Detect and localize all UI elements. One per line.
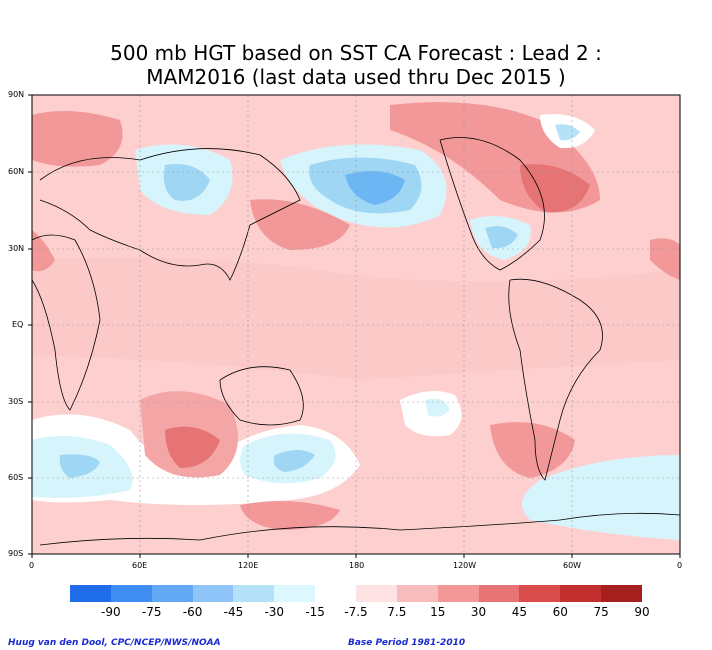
colorbar-label: 90 bbox=[634, 605, 650, 619]
colorbar-swatch bbox=[274, 585, 316, 602]
lat-label-60s: 60S bbox=[8, 473, 24, 482]
lat-label-30s: 30S bbox=[8, 397, 24, 406]
axis-ticks bbox=[28, 94, 681, 558]
greenland-blue bbox=[555, 124, 580, 141]
colorbar-label: -30 bbox=[264, 605, 285, 619]
canada-positive-core bbox=[520, 164, 590, 213]
asia-blue-core bbox=[163, 164, 210, 201]
lon-label-60e: 60E bbox=[132, 561, 148, 570]
colorbar-label: -15 bbox=[305, 605, 325, 619]
europe-positive bbox=[32, 111, 123, 167]
lon-label-180: 180 bbox=[349, 561, 365, 570]
lat-label-eq: EQ bbox=[12, 320, 24, 329]
us-blue-core bbox=[485, 226, 518, 249]
gridlines bbox=[32, 95, 680, 554]
southern-blue-mid-core bbox=[273, 450, 315, 472]
southern-blue-west-core bbox=[59, 454, 100, 478]
colorbar-label: -60 bbox=[182, 605, 203, 619]
colorbar-label: 45 bbox=[511, 605, 528, 619]
lon-label-60w: 60W bbox=[563, 561, 582, 570]
tropics-shade bbox=[32, 257, 680, 380]
colorbar-label: -45 bbox=[223, 605, 244, 619]
colorbar-label: 7.5 bbox=[387, 605, 407, 619]
colorbar-label: 60 bbox=[552, 605, 568, 619]
colorbar-swatch bbox=[478, 585, 520, 602]
africa-outline bbox=[32, 234, 101, 411]
lat-label-90n: 90N bbox=[8, 90, 25, 99]
eurasia-outline bbox=[39, 148, 301, 281]
base-period-text: Base Period 1981-2010 bbox=[348, 638, 466, 648]
lat-label-30n: 30N bbox=[8, 244, 25, 253]
south-american-positive bbox=[490, 422, 575, 478]
colorbar-label: -90 bbox=[101, 605, 121, 619]
colorbar-swatch bbox=[437, 585, 480, 602]
south-atlantic-blue bbox=[522, 455, 680, 540]
colorbar-swatch bbox=[233, 585, 275, 602]
lon-label-0-west: 0 bbox=[29, 561, 35, 570]
colorbar-swatch bbox=[396, 585, 439, 602]
colorbar-label: 15 bbox=[430, 605, 446, 619]
australia-outline bbox=[219, 366, 304, 426]
colorbar-swatch bbox=[601, 585, 643, 602]
colorbar-swatch bbox=[519, 585, 561, 602]
north-pacific-blue-core bbox=[345, 171, 405, 205]
chart-title-line1: 500 mb HGT based on SST CA Forecast : Le… bbox=[110, 41, 602, 65]
north-america-outline bbox=[439, 137, 545, 271]
lat-label-90s: 90S bbox=[8, 549, 24, 558]
coastlines bbox=[32, 137, 680, 546]
antarctic-positive bbox=[240, 501, 340, 530]
colorbar-label: 30 bbox=[470, 605, 487, 619]
antarctica-outline bbox=[39, 512, 680, 546]
lon-label-0-east: 0 bbox=[677, 561, 683, 570]
colorbar-swatch bbox=[356, 585, 398, 602]
colorbar-swatch bbox=[151, 585, 194, 602]
colorbar-swatch bbox=[110, 585, 153, 602]
colorbar-swatch bbox=[70, 585, 112, 602]
lat-label-60n: 60N bbox=[8, 167, 25, 176]
lon-label-120e: 120E bbox=[238, 561, 259, 570]
japan-positive bbox=[250, 199, 350, 250]
chart-title-line2: MAM2016 (last data used thru Dec 2015 ) bbox=[146, 65, 566, 89]
colorbar-swatch bbox=[560, 585, 602, 602]
se-pacific-blue bbox=[425, 398, 450, 417]
colorbar-swatch bbox=[315, 585, 357, 602]
colorbar-label: 75 bbox=[593, 605, 609, 619]
south-america-outline bbox=[508, 278, 603, 481]
africa-positive bbox=[32, 230, 55, 272]
lon-label-120w: 120W bbox=[453, 561, 477, 570]
south-indian-positive-core bbox=[165, 426, 220, 468]
colorbar-label: -7.5 bbox=[344, 605, 368, 619]
colorbar-swatch bbox=[192, 585, 234, 602]
credit-text: Huug van den Dool, CPC/NCEP/NWS/NOAA bbox=[8, 638, 221, 648]
colorbar-legend: -90 -75 -60 -45 -30 -15 -7.5 7.5 15 30 45 60 75 90 bbox=[70, 585, 650, 625]
colorbar-label: -75 bbox=[141, 605, 162, 619]
